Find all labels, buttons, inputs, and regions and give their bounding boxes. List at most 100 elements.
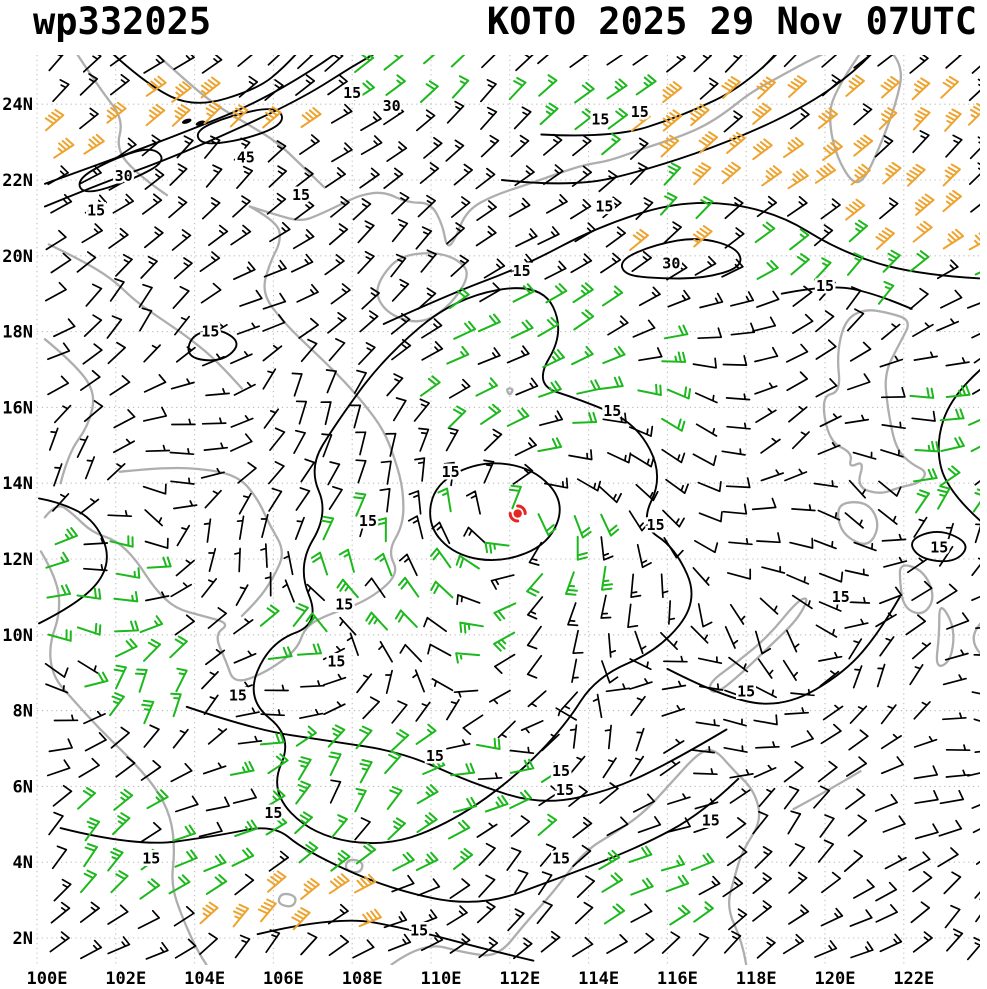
coastline — [836, 501, 879, 545]
contour-label: 15 — [201, 323, 219, 341]
isotach-contour — [43, 55, 375, 208]
isotach-contour — [937, 368, 980, 522]
contour-label: 15 — [552, 762, 570, 780]
contour-label: 15 — [556, 781, 574, 799]
contour-label: 15 — [816, 277, 834, 295]
isotach-contour — [382, 201, 980, 325]
contour-label: 15 — [702, 812, 720, 830]
contour-label: 15 — [647, 516, 665, 534]
contour-label: 15 — [603, 402, 621, 420]
isotach-contour — [112, 55, 297, 104]
coastline — [972, 622, 980, 655]
coastline — [47, 243, 244, 390]
contour-label: 15 — [292, 186, 310, 204]
isotach-contour — [500, 55, 872, 185]
coastline — [708, 597, 808, 693]
contour-label: 15 — [552, 849, 570, 867]
lon-axis-label: 104E — [184, 969, 225, 989]
isotach-contour — [780, 286, 913, 310]
coastline — [390, 748, 761, 965]
coastline-layer — [39, 55, 980, 965]
contour-label: 15 — [631, 103, 649, 121]
coastline — [155, 55, 326, 189]
isotach-contour — [78, 148, 163, 193]
coastline — [376, 252, 468, 323]
contour-label: 15 — [591, 110, 609, 128]
lat-axis-label: 6N — [13, 777, 33, 797]
isotach-contour — [185, 705, 728, 802]
contour-label: 15 — [359, 512, 377, 530]
contour-label: 30 — [115, 167, 133, 185]
coastline — [118, 466, 283, 618]
contour-label: 15 — [442, 463, 460, 481]
isotach-contour — [429, 462, 561, 562]
coastline — [277, 892, 297, 908]
lat-axis-label: 4N — [13, 853, 33, 873]
contour-label: 15 — [343, 84, 361, 102]
coastline — [506, 387, 514, 396]
lon-axis-label: 106E — [263, 969, 304, 989]
contour-label: 45 — [237, 148, 255, 166]
isotach-contour — [540, 55, 778, 137]
lon-axis-label: 102E — [105, 969, 146, 989]
lat-axis-label: 8N — [13, 702, 33, 722]
coastline — [43, 338, 95, 485]
lon-axis-label: 114E — [578, 969, 619, 989]
lon-axis-label: 116E — [657, 969, 698, 989]
lon-axis-label: 120E — [815, 969, 856, 989]
contour-label: 15 — [335, 595, 353, 613]
isotach-contour — [666, 595, 901, 705]
isotach-contour — [38, 497, 108, 625]
contour-label: 15 — [410, 921, 428, 939]
isotach-contour — [620, 238, 742, 280]
isotach-contour — [196, 108, 283, 145]
lat-axis-label: 12N — [2, 550, 33, 570]
contour-label: 30 — [383, 97, 401, 115]
wind-max-marks — [181, 118, 206, 126]
lat-axis-label: 22N — [2, 171, 33, 191]
wind-barb-layer — [44, 55, 980, 961]
wind-barbs-black — [44, 55, 980, 961]
lat-axis-label: 18N — [2, 323, 33, 343]
lat-axis-label: 20N — [2, 247, 33, 267]
lon-axis-label: 100E — [27, 969, 68, 989]
contour-label: 15 — [87, 201, 105, 219]
wind-barbs-green — [45, 55, 980, 926]
coastline — [829, 55, 903, 184]
axis-label-layer: 2N 4N 6N 8N 10N 12N 14N 16N 18N 20N 22N 24N 100E 102E… — [2, 95, 934, 989]
coastline — [898, 564, 934, 615]
lon-axis-label: 122E — [893, 969, 934, 989]
contour-label: 15 — [595, 198, 613, 216]
lon-axis-label: 110E — [421, 969, 462, 989]
lon-axis-label: 118E — [736, 969, 777, 989]
contour-label: 15 — [426, 747, 444, 765]
coastline — [935, 607, 955, 667]
contour-label: 15 — [264, 804, 282, 822]
contour-label: 30 — [662, 254, 680, 272]
contour-label: 15 — [513, 262, 531, 280]
lat-axis-label: 2N — [13, 929, 33, 949]
isotach-contour — [911, 531, 967, 563]
contour-label: 15 — [327, 652, 345, 670]
typhoon-symbol — [508, 504, 527, 523]
lat-axis-label: 24N — [2, 95, 33, 115]
coastline — [43, 205, 405, 682]
lat-axis-label: 16N — [2, 398, 33, 418]
lon-axis-label: 112E — [499, 969, 540, 989]
contour-label: 15 — [737, 683, 755, 701]
isotach-contour — [252, 287, 693, 844]
coastline — [248, 55, 824, 247]
lon-axis-label: 108E — [342, 969, 383, 989]
coastline — [39, 550, 208, 965]
wind-barbs-orange — [44, 74, 980, 931]
contour-label: 15 — [229, 686, 247, 704]
contour-label: 15 — [832, 588, 850, 606]
map-title: KOTO 2025 29 Nov 07UTC — [486, 0, 977, 43]
lat-axis-label: 14N — [2, 474, 33, 494]
coastline — [822, 309, 926, 494]
isotach-contour — [43, 55, 336, 185]
contour-label: 15 — [142, 849, 160, 867]
